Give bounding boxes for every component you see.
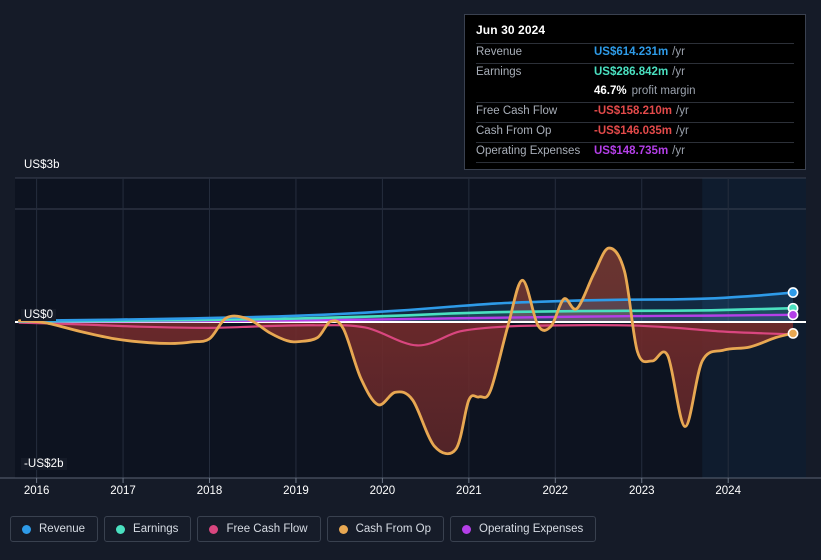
legend-color-dot-icon — [462, 524, 472, 534]
legend-item-free-cash-flow[interactable]: Free Cash Flow — [197, 516, 321, 542]
plot-area[interactable] — [0, 0, 821, 505]
cash-from-op-positive-area — [19, 248, 794, 322]
legend-color-dot-icon — [22, 524, 31, 534]
cash-from-op-line — [17, 246, 795, 456]
x-axis-label-2023: 2023 — [628, 485, 655, 497]
tooltip-row-label: Operating Expenses — [476, 145, 581, 157]
chart-canvas — [0, 177, 821, 483]
tooltip-row-unit: /yr — [672, 66, 685, 78]
x-axis-label-2019: 2019 — [283, 485, 309, 497]
cash-from-op-negative-area — [19, 322, 794, 454]
tooltip-row: Revenue US$614.231m/yr — [476, 43, 794, 63]
x-axis-label-2024: 2024 — [715, 485, 741, 497]
legend-item-label: Revenue — [39, 523, 86, 535]
legend-item-label: Cash From Op — [355, 523, 432, 535]
legend-color-dot-icon — [338, 524, 348, 534]
x-axis-label-2021: 2021 — [456, 485, 482, 497]
y-axis-label-top: US$3b — [21, 159, 63, 171]
tooltip-footer-divider — [476, 162, 794, 163]
free-cash-flow-line — [18, 321, 795, 347]
legend-item-operating-expenses[interactable]: Operating Expenses — [450, 516, 597, 542]
tooltip-row-label: Free Cash Flow — [476, 105, 558, 117]
y-axis-label-bottom: -US$2b — [21, 458, 67, 470]
tooltip-row-suffix: profit margin — [631, 85, 696, 97]
tooltip-row-unit: /yr — [676, 105, 689, 117]
legend-item-cash-from-op[interactable]: Cash From Op — [326, 516, 445, 542]
chart-legend[interactable]: Revenue Earnings Free Cash Flow Cash From O… — [10, 516, 597, 542]
tooltip-rows: Revenue US$614.231m/yr Earnings US$286.842m… — [476, 43, 794, 162]
tooltip-row-unit: /yr — [676, 125, 689, 137]
legend-item-label: Operating Expenses — [479, 523, 584, 535]
tooltip-row-value: US$286.842m — [594, 66, 669, 78]
data-point-tooltip: Jun 30 2024 Revenue US$614.231m/yr Earning… — [464, 14, 806, 170]
legend-item-earnings[interactable]: Earnings — [104, 516, 192, 542]
operating-expenses-endpoint-marker — [787, 309, 799, 321]
tooltip-row-value: -US$146.035m — [594, 125, 672, 137]
revenue-area — [19, 292, 794, 322]
tooltip-row-unit: /yr — [672, 145, 685, 157]
tooltip-row-label: Revenue — [476, 46, 523, 58]
revenue-line — [18, 291, 795, 323]
cash-from-op-endpoint-marker — [787, 327, 799, 339]
revenue-endpoint-marker — [787, 287, 799, 298]
tooltip-row-label: Cash From Op — [476, 125, 552, 137]
x-axis-label-2020: 2020 — [369, 485, 396, 497]
tooltip-row: Earnings US$286.842m/yr — [476, 63, 794, 83]
tooltip-row: Cash From Op -US$146.035m/yr — [476, 122, 794, 142]
legend-color-dot-icon — [116, 524, 126, 534]
x-axis-label-2017: 2017 — [110, 485, 136, 497]
legend-item-label: Free Cash Flow — [226, 523, 308, 535]
tooltip-row-value: 46.7% — [594, 85, 627, 97]
legend-color-dot-icon — [209, 524, 219, 534]
y-axis-label-zero: US$0 — [21, 309, 57, 321]
tooltip-row-label: Earnings — [476, 66, 522, 78]
tooltip-row-value: -US$158.210m — [594, 105, 672, 117]
tooltip-date: Jun 30 2024 — [476, 23, 546, 37]
x-axis-label-2022: 2022 — [542, 485, 569, 497]
x-axis-label-2018: 2018 — [196, 485, 223, 497]
x-axis-label-2016: 2016 — [23, 485, 50, 497]
tooltip-row-value: US$614.231m — [594, 46, 669, 58]
earnings-line — [18, 306, 795, 323]
legend-item-revenue[interactable]: Revenue — [10, 516, 99, 542]
tooltip-row: Operating Expenses US$148.735m/yr — [476, 142, 794, 162]
tooltip-row-value: US$148.735m — [594, 145, 669, 157]
tooltip-row: Free Cash Flow -US$158.210m/yr — [476, 102, 794, 122]
tooltip-row-unit: /yr — [672, 46, 685, 58]
legend-item-label: Earnings — [133, 523, 179, 535]
tooltip-row: 46.7% profit margin — [476, 83, 794, 102]
